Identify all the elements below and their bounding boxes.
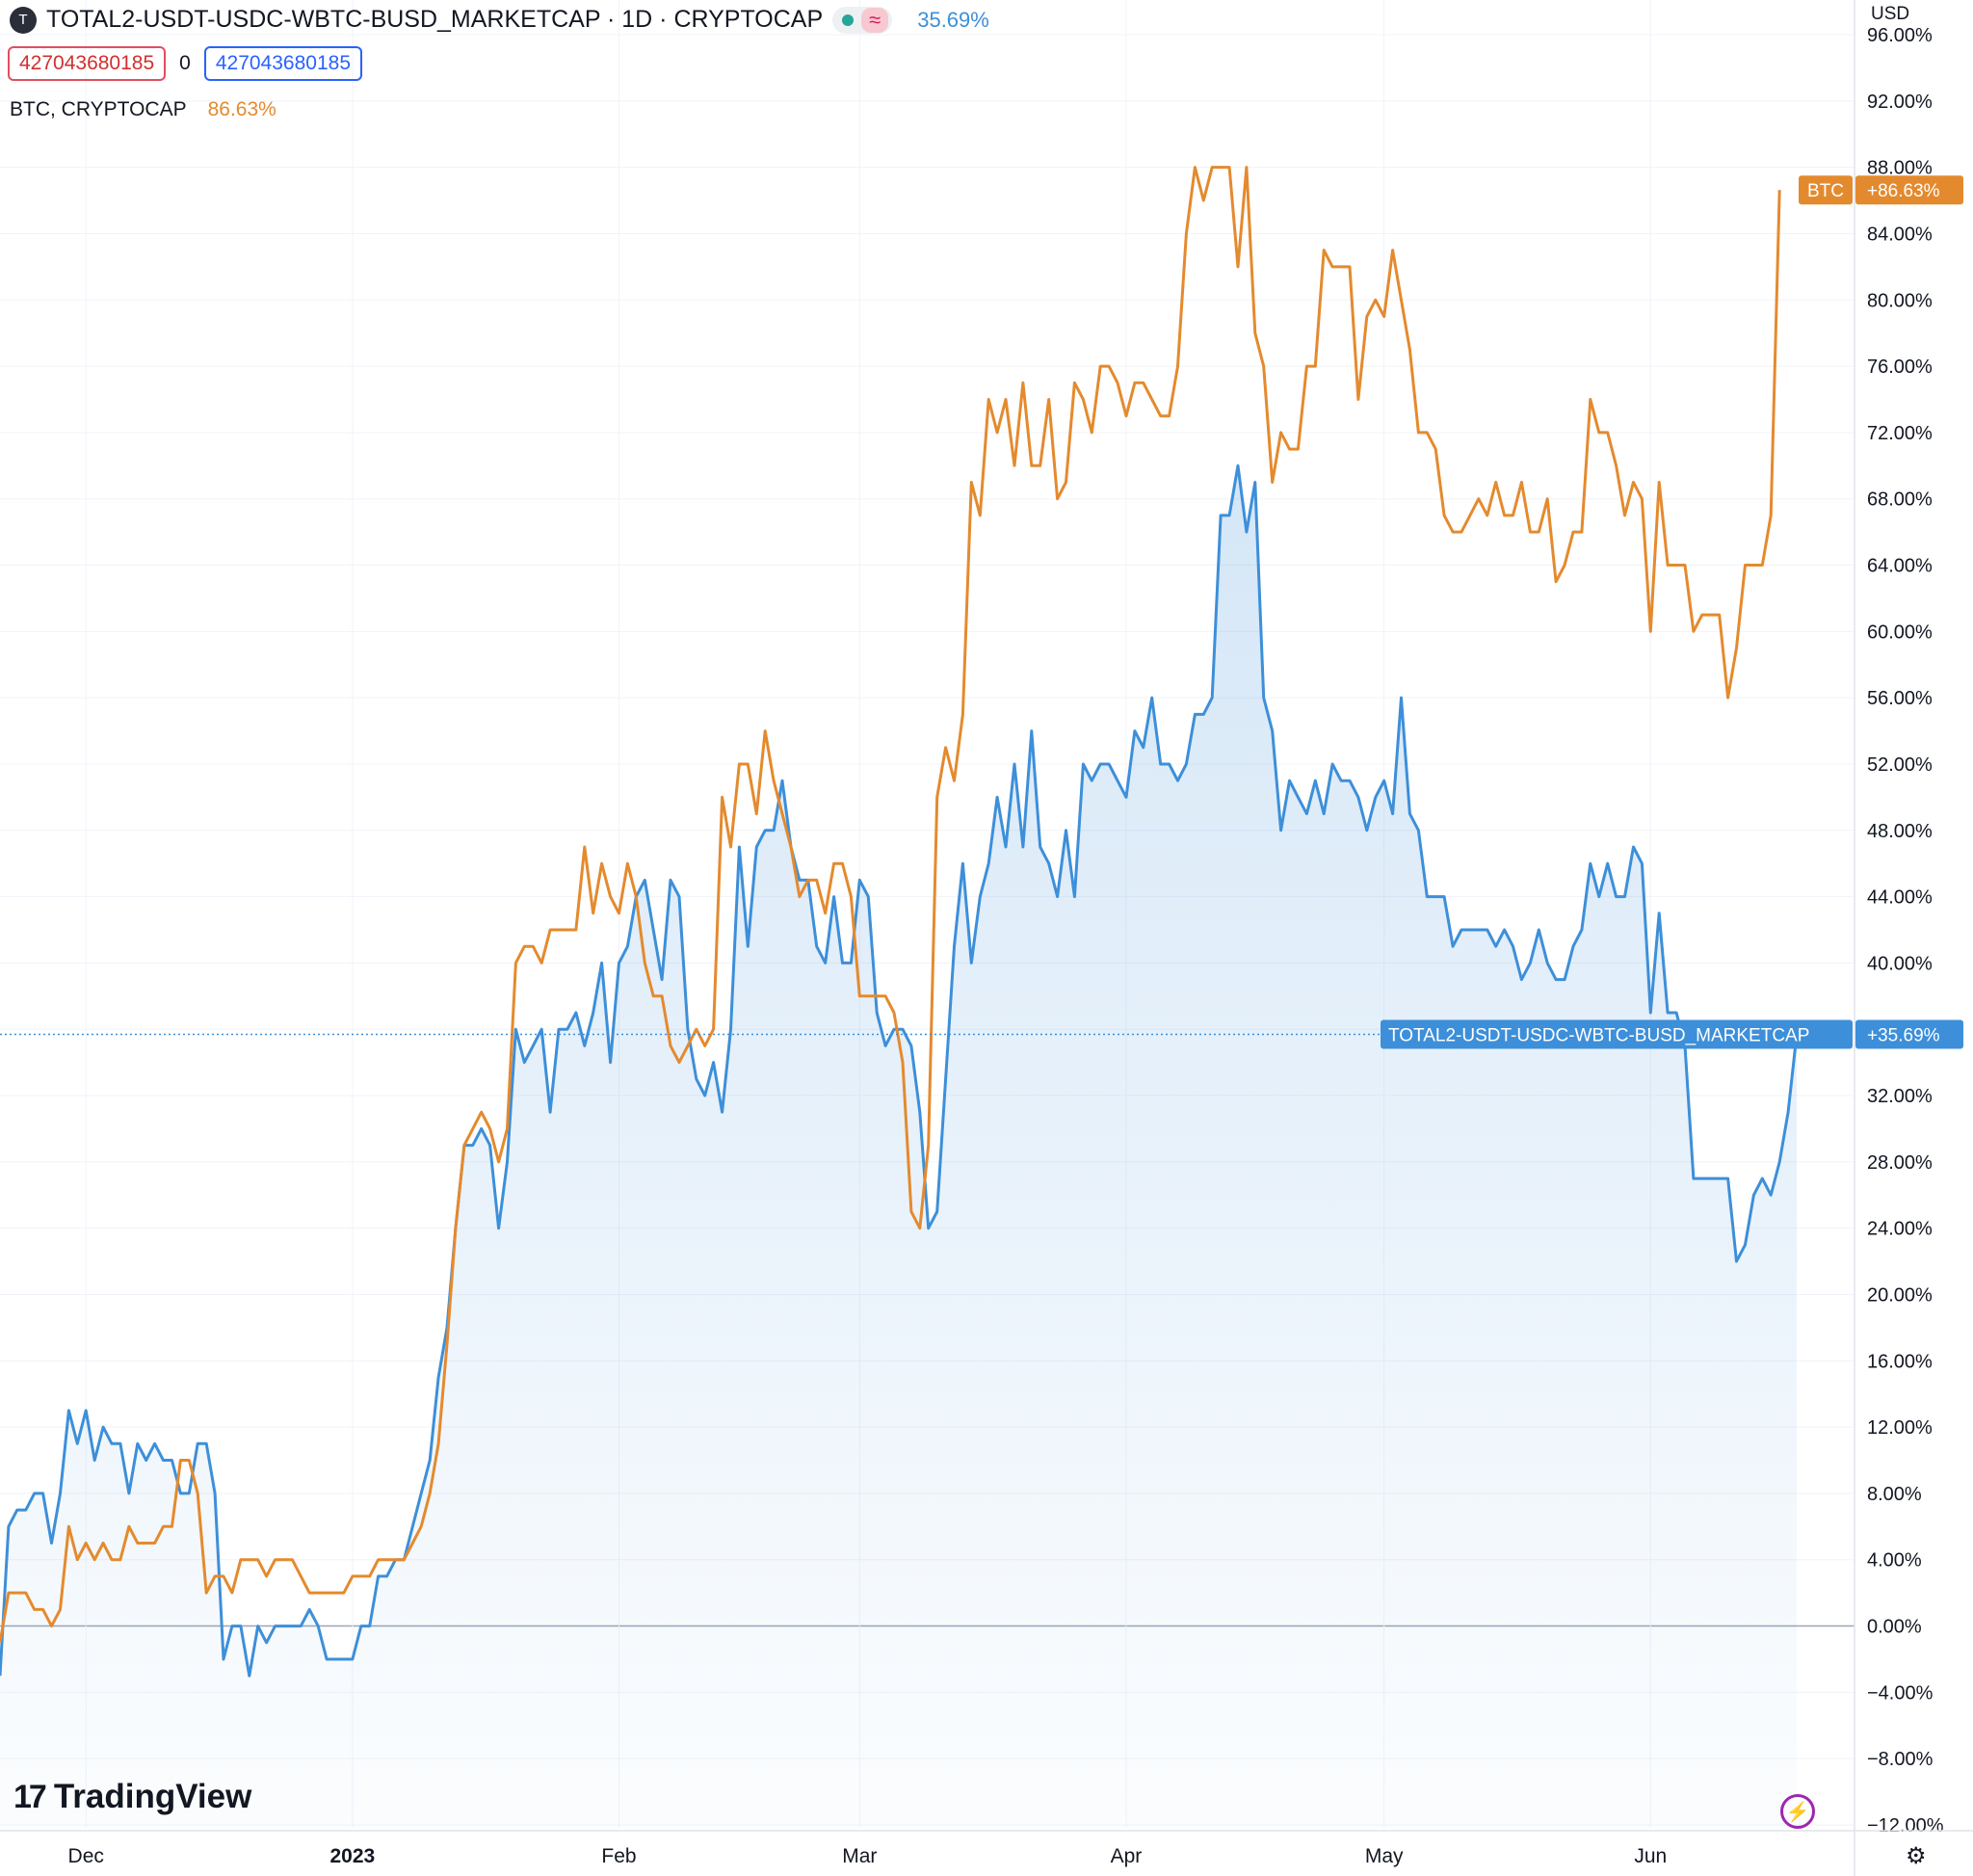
y-tick-label: 40.00% [1867, 953, 1933, 974]
y-tick-label: 56.00% [1867, 688, 1933, 709]
value-high-box[interactable]: 427043680185 [203, 46, 362, 81]
series-layer [0, 166, 1799, 1828]
y-tick-label: 84.00% [1867, 224, 1933, 245]
last-value-tag-total2: +35.69% [1855, 1019, 1963, 1049]
y-tick-label: 4.00% [1867, 1550, 1922, 1572]
value-row: 427043680185 0 427043680185 [8, 46, 362, 81]
series-name-text: TOTAL2-USDT-USDC-WBTC-BUSD_MARKETCAP [1388, 1026, 1809, 1046]
y-tick-label: 28.00% [1867, 1152, 1933, 1174]
y-tick-label: 48.00% [1867, 821, 1933, 842]
y-tick-label: 80.00% [1867, 290, 1933, 311]
value-low-box[interactable]: 427043680185 [8, 46, 167, 81]
x-tick-label: Dec [68, 1845, 104, 1867]
series-name-text: BTC [1807, 181, 1844, 201]
y-tick-label: 20.00% [1867, 1284, 1933, 1306]
y-tick-label: 0.00% [1867, 1617, 1922, 1638]
series-area-total2 [0, 465, 1797, 1828]
y-tick-label: 96.00% [1867, 25, 1933, 46]
y-tick-label: 64.00% [1867, 556, 1933, 577]
logo-mark-icon: 17 [13, 1778, 47, 1815]
y-tick-label: 16.00% [1867, 1351, 1933, 1372]
last-value-tag-btc: +86.63% [1855, 175, 1963, 205]
y-tick-label: 32.00% [1867, 1086, 1933, 1107]
main-percent: 35.69% [917, 7, 989, 32]
y-tick-label: 60.00% [1867, 621, 1933, 643]
currency-label[interactable]: USD [1871, 4, 1910, 24]
wave-icon[interactable]: ≈ [861, 7, 889, 33]
series-name-tag-btc: BTC [1799, 175, 1853, 205]
x-tick-label: Feb [601, 1845, 636, 1867]
x-tick-label: May [1365, 1845, 1404, 1867]
y-tick-label: 92.00% [1867, 92, 1933, 113]
compare-legend[interactable]: BTC, CRYPTOCAP 86.63% [10, 98, 276, 121]
y-tick-label: −4.00% [1867, 1682, 1934, 1704]
x-tick-label: Mar [842, 1845, 877, 1867]
y-tick-label: 24.00% [1867, 1219, 1933, 1240]
y-tick-label: 76.00% [1867, 357, 1933, 378]
y-tick-label: 8.00% [1867, 1484, 1922, 1505]
logo-text: TradingView [53, 1778, 252, 1815]
series-line-btc[interactable] [0, 166, 1781, 1644]
lightning-icon[interactable]: ⚡ [1780, 1794, 1815, 1829]
y-tick-label: 44.00% [1867, 887, 1933, 909]
symbol-logo-icon: T [10, 6, 37, 34]
x-tick-label: Jun [1634, 1845, 1667, 1867]
y-tick-label: 52.00% [1867, 754, 1933, 776]
x-tick-label: 2023 [330, 1845, 376, 1867]
tradingview-logo[interactable]: 17 TradingView [13, 1778, 251, 1816]
status-dot-icon [842, 13, 855, 26]
mid-value: 0 [179, 52, 191, 74]
indicator-pill[interactable]: ≈ [832, 6, 893, 34]
compare-label: BTC, CRYPTOCAP [10, 98, 187, 120]
y-tick-label: 68.00% [1867, 489, 1933, 511]
gear-icon[interactable]: ⚙ [1906, 1843, 1927, 1869]
x-tick-label: Apr [1111, 1845, 1143, 1867]
series-name-tag-total2: TOTAL2-USDT-USDC-WBTC-BUSD_MARKETCAP [1381, 1019, 1853, 1049]
last-value-text: +35.69% [1867, 1026, 1940, 1046]
compare-percent: 86.63% [207, 98, 276, 120]
last-value-text: +86.63% [1867, 181, 1940, 201]
y-tick-label: 88.00% [1867, 158, 1933, 179]
y-tick-label: −12.00% [1867, 1815, 1944, 1836]
symbol-title[interactable]: TOTAL2-USDT-USDC-WBTC-BUSD_MARKETCAP · 1… [46, 6, 824, 33]
y-tick-label: −8.00% [1867, 1749, 1934, 1770]
y-tick-label: 72.00% [1867, 423, 1933, 444]
chart-header: T TOTAL2-USDT-USDC-WBTC-BUSD_MARKETCAP ·… [10, 6, 989, 34]
last-value-labels: TOTAL2-USDT-USDC-WBTC-BUSD_MARKETCAP +35.… [0, 175, 1963, 1049]
y-tick-label: 12.00% [1867, 1417, 1933, 1439]
